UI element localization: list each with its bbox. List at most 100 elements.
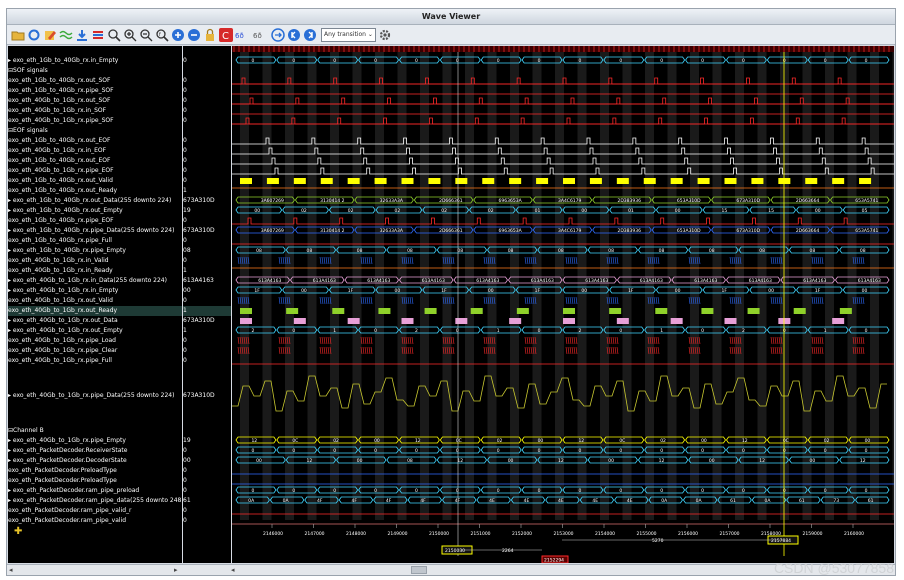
signal-name-26[interactable]: ▸ exo_eth_40Gb_to_1Gb_rx.out_Data	[8, 317, 118, 324]
signal-name-8[interactable]: exo_eth_1Gb_to_40Gb_rx.out_EOF	[8, 137, 111, 144]
channel-signal-name-3[interactable]: ▸ exo_eth_PacketDecoder.DecoderState	[8, 457, 127, 464]
signal-name-24[interactable]: exo_eth_40Gb_to_1Gb_rx.out_Valid	[8, 297, 113, 304]
signal-value-1[interactable]	[183, 66, 231, 76]
signal-value-24[interactable]: 0	[183, 297, 187, 304]
channel-signal-name-5[interactable]: exo_eth_PacketDecoder.PreloadType	[8, 477, 117, 484]
channel-signal-name-7[interactable]: ▸ exo_eth_PacketDecoder.ram_pipe_data(25…	[8, 497, 182, 504]
signal-name-20[interactable]: exo_eth_40Gb_to_1Gb_rx.in_Valid	[8, 257, 109, 264]
lock-icon[interactable]	[203, 28, 217, 42]
signal-name-5[interactable]: exo_eth_40Gb_to_1Gb_rx.in_SOF	[8, 107, 107, 114]
signal-value-21[interactable]: 1	[183, 267, 187, 274]
signal-value-30[interactable]: 0	[183, 357, 187, 364]
channel-signal-value-6[interactable]: 0	[183, 487, 187, 494]
signal-value-18[interactable]: 0	[183, 237, 187, 244]
signal-name-9[interactable]: exo_eth_40Gb_to_1Gb_rx.in_EOF	[8, 147, 107, 154]
channel-signal-value-7[interactable]: 61	[183, 497, 191, 504]
channel-signal-name-1[interactable]: ▸ exo_eth_40Gb_to_1Gb_rx.pipe_Empty	[8, 437, 126, 444]
signal-value-29[interactable]: 0	[183, 347, 187, 354]
signal-name-19[interactable]: ▸ exo_eth_1Gb_to_40Gb_rx.pipe_Empty	[8, 247, 126, 254]
signal-value-10[interactable]: 0	[183, 157, 187, 164]
signal-name-12[interactable]: exo_eth_1Gb_to_40Gb_rx.out_Valid	[8, 177, 113, 184]
signal-value-3[interactable]: 0	[183, 87, 187, 94]
signal-value-0[interactable]: 0	[183, 57, 187, 64]
signal-value-11[interactable]: 0	[183, 167, 187, 174]
signal-value-19[interactable]: 08	[183, 247, 191, 254]
cursor-icon[interactable]: C	[219, 27, 233, 42]
signal-value-2[interactable]: 0	[183, 77, 187, 84]
signal-name-28[interactable]: exo_eth_40Gb_to_1Gb_rx.pipe_Load	[8, 337, 116, 344]
search-prev-icon[interactable]: 6ð	[253, 28, 269, 42]
scroll-left-icon[interactable]: ◂	[9, 566, 13, 574]
signal-name-0[interactable]: ▸ exo_eth_1Gb_to_40Gb_rx.in_Empty	[8, 57, 119, 64]
signal-name-16[interactable]: exo_eth_1Gb_to_40Gb_rx.pipe_EOF	[8, 217, 114, 224]
signal-name-13[interactable]: exo_eth_1Gb_to_40Gb_rx.out_Ready	[8, 187, 118, 194]
signal-name-15[interactable]: ▸ exo_eth_1Gb_to_40Gb_rx.out_Empty	[8, 207, 123, 214]
signal-name-7[interactable]: ⊟EOF signals	[8, 127, 48, 134]
download-icon[interactable]	[75, 28, 89, 42]
signal-value-4[interactable]: 0	[183, 97, 187, 104]
signal-value-22[interactable]: 613A4163	[183, 277, 214, 284]
transition-select[interactable]: Any transition ⌄	[321, 27, 376, 42]
add-icon[interactable]	[171, 28, 185, 42]
refresh-icon[interactable]	[27, 28, 41, 42]
prev-transition-icon[interactable]	[287, 28, 301, 42]
zoom-out-icon[interactable]	[139, 28, 153, 42]
channel-signal-value-8[interactable]: 0	[183, 507, 187, 514]
analog-signal-name[interactable]: ▸ exo_eth_40Gb_to_1Gb_rx.pipe_Data(255 d…	[8, 392, 175, 399]
channel-signal-name-8[interactable]: exo_eth_PacketDecoder.ram_pipe_valid_r	[8, 507, 132, 514]
signal-value-9[interactable]: 0	[183, 147, 187, 154]
zoom-icon[interactable]	[107, 28, 121, 42]
signal-name-29[interactable]: exo_eth_40Gb_to_1Gb_rx.pipe_Clear	[8, 347, 118, 354]
channel-signal-value-5[interactable]: 0	[183, 477, 187, 484]
scroll-right-icon[interactable]: ▸	[174, 566, 178, 574]
zoom-in-icon[interactable]	[123, 28, 137, 42]
signal-name-27[interactable]: ▸ exo_eth_40Gb_to_1Gb_rx.out_Empty	[8, 327, 123, 334]
channel-signal-value-1[interactable]: 19	[183, 437, 191, 444]
signal-value-8[interactable]: 0	[183, 137, 187, 144]
settings-icon[interactable]	[378, 28, 392, 42]
remove-icon[interactable]	[187, 28, 201, 42]
channel-signal-name-2[interactable]: ▸ exo_eth_PacketDecoder.ReceiverState	[8, 447, 128, 454]
wave-icon[interactable]	[59, 28, 73, 42]
next-transition-icon[interactable]	[303, 28, 317, 42]
channel-signal-value-3[interactable]: 00	[183, 457, 191, 464]
signal-name-21[interactable]: exo_eth_40Gb_to_1Gb_rx.in_Ready	[8, 267, 113, 274]
signal-name-6[interactable]: exo_eth_40Gb_to_1Gb_rx.pipe_SOF	[8, 117, 114, 124]
signal-value-6[interactable]: 0	[183, 117, 187, 124]
analog-signal-value[interactable]: 673A310D	[183, 392, 215, 399]
signal-name-14[interactable]: ▸ exo_eth_1Gb_to_40Gb_rx.out_Data(255 do…	[8, 197, 172, 204]
edit-icon[interactable]	[43, 28, 57, 42]
signal-value-12[interactable]: 0	[183, 177, 187, 184]
signal-name-1[interactable]: ⊟SOF signals	[8, 67, 48, 74]
channel-signal-value-2[interactable]: 0	[183, 447, 187, 454]
channel-signal-name-4[interactable]: exo_eth_PacketDecoder.PreloadType	[8, 467, 117, 474]
signal-name-2[interactable]: exo_eth_1Gb_to_40Gb_rx.out_SOF	[8, 77, 111, 84]
signal-value-28[interactable]: 0	[183, 337, 187, 344]
signal-value-25[interactable]: 1	[183, 306, 231, 316]
signal-value-5[interactable]: 0	[183, 107, 187, 114]
channel-signal-value-4[interactable]: 0	[183, 467, 187, 474]
folder-icon[interactable]	[11, 28, 25, 42]
signal-value-23[interactable]: 00	[183, 287, 191, 294]
signal-value-20[interactable]: 0	[183, 257, 187, 264]
signal-name-18[interactable]: exo_eth_1Gb_to_40Gb_rx.pipe_Full	[8, 237, 112, 244]
horizontal-scrollbar[interactable]: ◂ ▸ ◂	[7, 564, 895, 575]
signal-value-14[interactable]: 673A310D	[183, 197, 215, 204]
channel-signal-value-9[interactable]: 0	[183, 517, 187, 524]
signal-name-30[interactable]: exo_eth_40Gb_to_1Gb_rx.pipe_Full	[8, 357, 112, 364]
signal-name-22[interactable]: ▸ exo_eth_40Gb_to_1Gb_rx.in_Data(255 dow…	[8, 277, 167, 284]
channel-signal-name-9[interactable]: exo_eth_PacketDecoder.ram_pipe_valid	[8, 517, 127, 524]
signal-value-15[interactable]: 19	[183, 207, 191, 214]
signal-name-10[interactable]: exo_eth_1Gb_to_40Gb_rx.out_EOF	[8, 157, 111, 164]
signal-name-4[interactable]: exo_eth_40Gb_to_1Gb_rx.out_SOF	[8, 97, 111, 104]
search-next-icon[interactable]: 6ð	[235, 28, 251, 42]
add-signal-icon[interactable]: ✚	[14, 526, 23, 537]
signal-name-25[interactable]: exo_eth_40Gb_to_1Gb_rx.out_Ready	[8, 306, 182, 316]
goto-icon[interactable]	[271, 27, 285, 42]
signal-value-13[interactable]: 1	[183, 187, 187, 194]
channel-signal-name-0[interactable]: ⊟Channel B	[8, 427, 44, 434]
signal-name-23[interactable]: ▸ exo_eth_40Gb_to_1Gb_rx.in_Empty	[8, 287, 119, 294]
signal-name-17[interactable]: ▸ exo_eth_1Gb_to_40Gb_rx.pipe_Data(255 d…	[8, 227, 175, 234]
